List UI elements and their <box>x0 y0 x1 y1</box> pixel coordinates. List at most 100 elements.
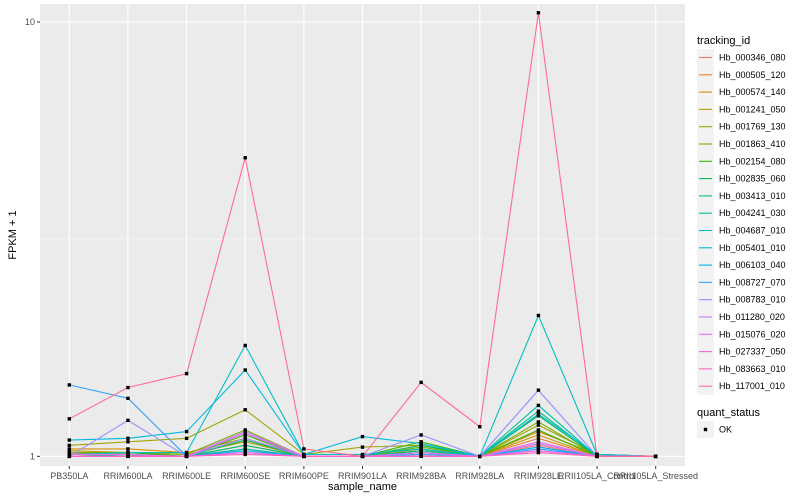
data-point <box>360 445 365 449</box>
data-point <box>243 343 247 348</box>
data-point <box>243 436 247 441</box>
data-point <box>67 417 72 421</box>
legend-label: Hb_083663_010 <box>719 364 786 374</box>
data-point <box>478 425 482 429</box>
data-point <box>243 408 247 412</box>
data-point <box>67 383 72 387</box>
x-tick-label: RRII105LA_Stressed <box>613 471 698 481</box>
data-point <box>243 452 247 457</box>
legend-label: Hb_008727_070 <box>719 277 786 287</box>
data-point <box>360 454 365 459</box>
legend-label: Hb_000505_120 <box>719 70 786 80</box>
legend-title: tracking_id <box>697 35 750 47</box>
legend-shape-title: quant_status <box>697 407 760 419</box>
x-tick-label: PB350LA <box>50 471 88 481</box>
data-point <box>595 452 599 457</box>
data-point <box>243 431 247 435</box>
data-point <box>419 452 423 457</box>
data-point <box>536 423 541 427</box>
data-point <box>419 440 423 444</box>
data-point <box>595 454 599 459</box>
data-point <box>536 450 541 455</box>
x-tick-label: RRIM600LA <box>103 471 152 481</box>
data-point <box>126 452 130 457</box>
data-point <box>67 452 72 457</box>
legend-label: Hb_008783_010 <box>719 295 786 305</box>
data-point <box>360 452 365 457</box>
data-point <box>243 368 247 372</box>
legend-label: Hb_001863_410 <box>719 139 786 149</box>
legend: Hb_000346_080 Hb_000505_120 Hb_000574_140 H… <box>697 49 786 395</box>
data-point <box>243 447 247 451</box>
data-point <box>243 443 247 448</box>
x-tick-label: RRII105LA_Control <box>558 471 636 481</box>
data-point <box>184 454 189 459</box>
legend-label: Hb_004687_010 <box>719 226 786 236</box>
data-point <box>536 388 541 392</box>
data-point <box>126 385 130 390</box>
data-point <box>536 441 541 446</box>
data-point <box>126 447 130 451</box>
data-point <box>302 447 306 451</box>
data-point <box>419 443 423 448</box>
legend-label: Hb_000574_140 <box>719 87 786 97</box>
data-point <box>536 433 541 437</box>
data-point <box>419 441 423 446</box>
data-point <box>184 371 189 376</box>
x-tick-label: RRIM928BA <box>396 471 446 481</box>
data-point <box>360 434 365 439</box>
legend-label: Hb_000346_080 <box>719 53 786 63</box>
legend-label: Hb_015076_020 <box>719 329 786 339</box>
data-point <box>67 449 72 453</box>
legend-shape-label: OK <box>719 425 732 435</box>
data-point <box>536 11 541 15</box>
data-point <box>184 452 189 457</box>
data-point <box>243 440 247 444</box>
data-point <box>302 452 306 457</box>
data-point <box>67 438 72 442</box>
y-tick-label: 1 <box>30 451 35 461</box>
legend-label: Hb_001769_130 <box>719 122 786 132</box>
data-point <box>536 440 541 444</box>
data-point <box>419 454 423 459</box>
legend-label: Hb_117001_010 <box>719 381 785 391</box>
data-point <box>536 313 541 318</box>
x-tick-label: RRIM901LA <box>338 471 387 481</box>
x-tick-label: RRIM600SE <box>220 471 270 481</box>
data-point <box>419 433 423 437</box>
legend-label: Hb_005401_010 <box>719 243 786 253</box>
legend-shape: OK <box>697 421 732 438</box>
data-point <box>126 454 130 459</box>
data-point <box>536 428 541 432</box>
data-point <box>243 450 247 455</box>
data-point <box>419 449 423 453</box>
y-axis-title: FPKM + 1 <box>7 210 19 259</box>
axes: 1 10 PB350LA RRIM600LA RRIM600LE RRIM600SE RRI… <box>25 17 698 481</box>
x-axis-title: sample_name <box>328 481 397 493</box>
data-point <box>536 412 541 416</box>
data-point <box>536 445 541 449</box>
legend-label: Hb_027337_050 <box>719 347 786 357</box>
data-point <box>67 443 72 448</box>
data-point <box>126 396 130 401</box>
data-point <box>536 443 541 448</box>
y-tick-label: 10 <box>25 17 35 27</box>
data-point <box>67 447 72 451</box>
data-point <box>419 447 423 451</box>
data-point <box>653 454 658 459</box>
x-tick-label: RRIM928LA <box>455 471 504 481</box>
data-point <box>536 447 541 451</box>
data-point <box>478 454 482 459</box>
data-point <box>126 440 130 444</box>
data-point <box>536 409 541 413</box>
data-point <box>126 450 130 455</box>
data-point <box>419 380 423 385</box>
legend-label: Hb_003413_010 <box>719 191 786 201</box>
legend-label: Hb_004241_030 <box>719 208 786 218</box>
data-point <box>243 449 247 453</box>
data-point <box>126 436 130 441</box>
data-point <box>184 436 189 441</box>
data-points <box>67 11 658 459</box>
data-point <box>67 454 72 459</box>
